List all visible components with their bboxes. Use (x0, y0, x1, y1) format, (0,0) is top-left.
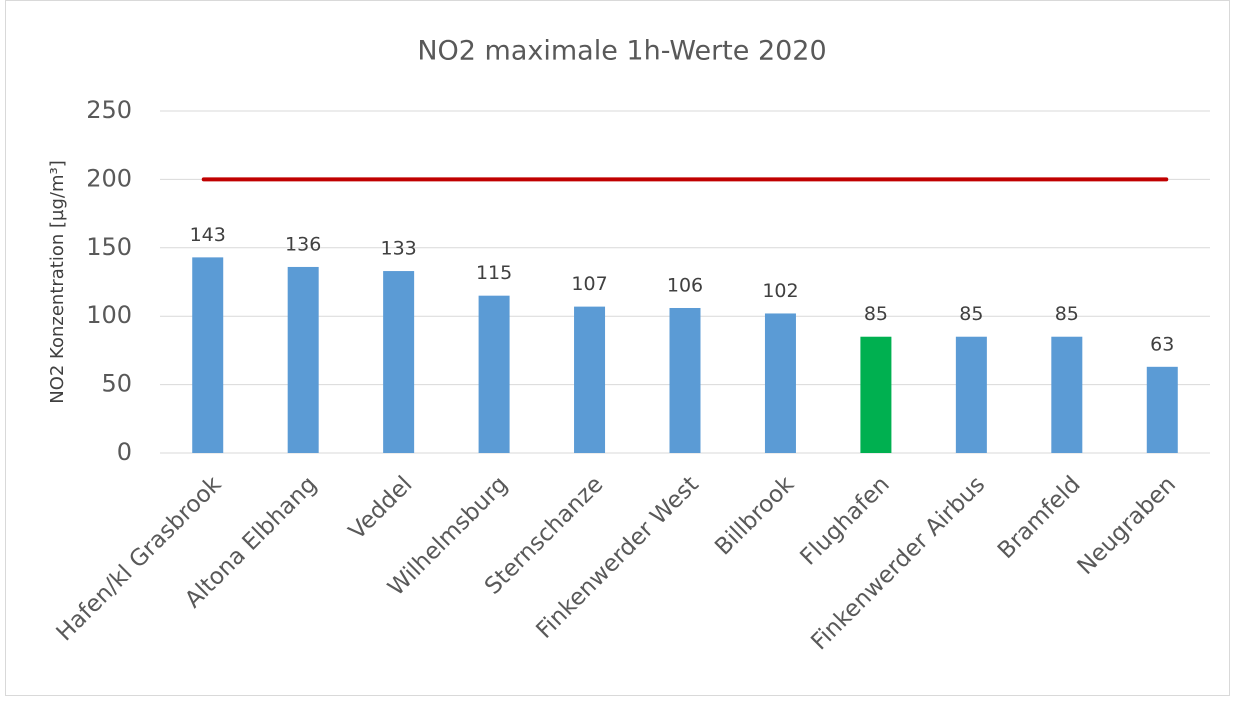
y-tick-label: 100 (86, 301, 132, 329)
bar (1146, 366, 1178, 453)
bar (764, 313, 796, 453)
bar (192, 257, 224, 453)
bar (383, 271, 415, 453)
data-label: 102 (762, 280, 798, 302)
bar (478, 295, 510, 453)
data-label: 133 (381, 238, 417, 260)
data-label: 85 (959, 303, 983, 325)
data-label: 106 (667, 274, 703, 296)
y-tick-label: 200 (86, 164, 132, 192)
y-axis-label: NO2 Konzentration [µg/m³] (47, 160, 68, 404)
y-tick-label: 250 (86, 96, 132, 124)
data-label: 63 (1150, 333, 1174, 355)
chart-title: NO2 maximale 1h-Werte 2020 (417, 36, 826, 67)
bar (574, 306, 606, 453)
data-label: 85 (864, 303, 888, 325)
y-tick-label: 0 (117, 438, 132, 466)
data-label: 85 (1055, 303, 1079, 325)
y-tick-label: 50 (101, 370, 132, 398)
bar (1051, 336, 1083, 453)
bar (287, 266, 319, 453)
y-tick-label: 150 (86, 233, 132, 261)
bar (669, 307, 701, 453)
data-label: 115 (476, 262, 512, 284)
data-label: 107 (571, 273, 607, 295)
data-label: 136 (285, 233, 321, 255)
bar (955, 336, 987, 453)
bar (860, 336, 892, 453)
data-label: 143 (190, 224, 226, 246)
